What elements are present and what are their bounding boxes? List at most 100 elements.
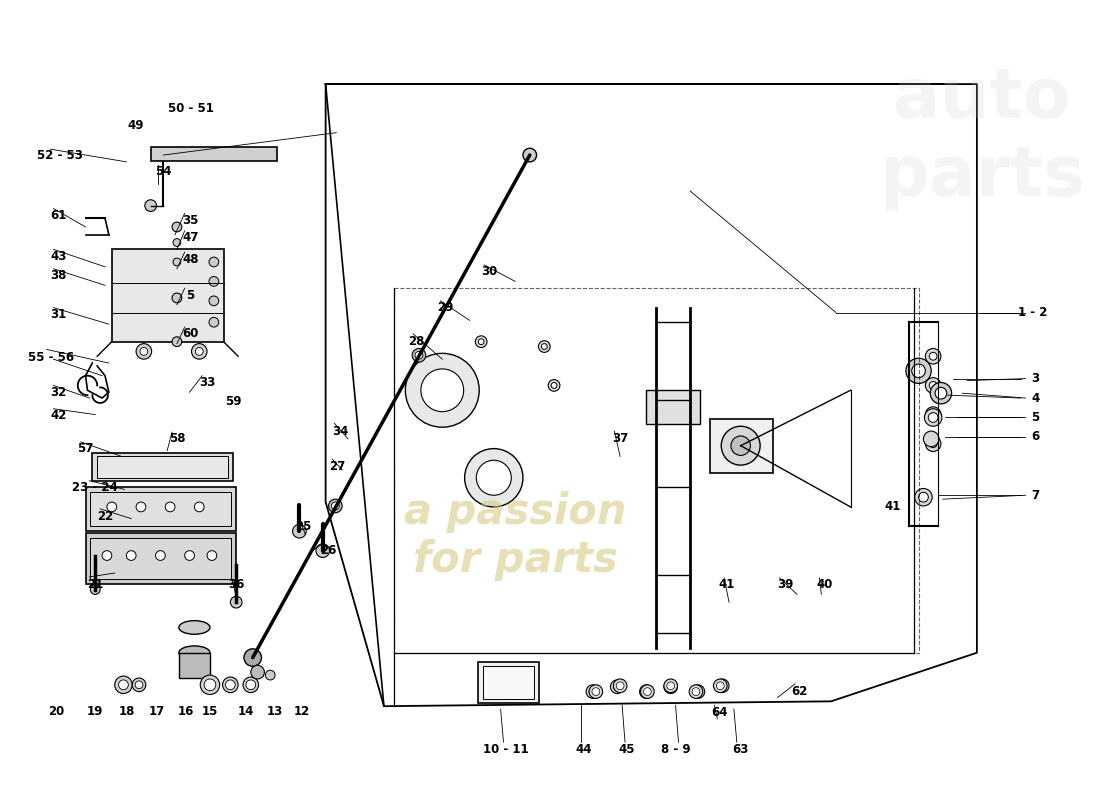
Circle shape <box>639 685 653 698</box>
Text: 28: 28 <box>408 335 425 348</box>
Text: 42: 42 <box>51 409 66 422</box>
Circle shape <box>644 688 651 695</box>
Circle shape <box>331 502 339 510</box>
Text: 64: 64 <box>711 706 727 719</box>
Circle shape <box>412 349 426 362</box>
Circle shape <box>614 679 627 693</box>
Text: 55 - 56: 55 - 56 <box>29 350 75 364</box>
Text: 38: 38 <box>51 269 66 282</box>
Text: 47: 47 <box>183 231 199 244</box>
Bar <box>97 456 229 478</box>
Text: 22: 22 <box>97 510 113 523</box>
Text: 15: 15 <box>201 705 218 718</box>
Text: 49: 49 <box>128 119 144 132</box>
Circle shape <box>918 492 928 502</box>
Circle shape <box>209 277 219 286</box>
Text: 39: 39 <box>778 578 793 591</box>
Text: 5: 5 <box>1031 411 1040 424</box>
Circle shape <box>928 413 938 422</box>
Circle shape <box>691 685 705 698</box>
Circle shape <box>132 678 146 692</box>
Circle shape <box>925 349 940 364</box>
Circle shape <box>539 341 550 352</box>
Text: 23 - 24: 23 - 24 <box>73 481 118 494</box>
Text: 17: 17 <box>148 705 165 718</box>
Circle shape <box>114 676 132 694</box>
Circle shape <box>191 344 207 359</box>
Text: 63: 63 <box>733 743 749 757</box>
Circle shape <box>421 369 464 412</box>
Text: 45: 45 <box>618 743 635 757</box>
Circle shape <box>230 596 242 608</box>
Bar <box>483 666 534 699</box>
Circle shape <box>209 257 219 267</box>
Text: 37: 37 <box>612 432 628 446</box>
Circle shape <box>541 344 548 350</box>
Circle shape <box>925 407 940 422</box>
Circle shape <box>165 502 175 512</box>
Circle shape <box>614 683 622 690</box>
Bar <box>647 390 700 424</box>
Circle shape <box>136 344 152 359</box>
Text: 14: 14 <box>238 705 254 718</box>
Circle shape <box>925 436 940 451</box>
Circle shape <box>207 550 217 560</box>
Circle shape <box>415 351 422 359</box>
Circle shape <box>715 679 729 693</box>
Text: 26: 26 <box>320 544 337 557</box>
Text: 33: 33 <box>199 376 216 389</box>
Circle shape <box>690 685 703 698</box>
Circle shape <box>931 382 952 404</box>
Circle shape <box>226 680 235 690</box>
Circle shape <box>732 436 750 455</box>
Text: 41: 41 <box>719 578 735 591</box>
Circle shape <box>200 675 220 694</box>
Text: 25: 25 <box>295 520 311 533</box>
Text: 13: 13 <box>267 705 283 718</box>
Text: 16: 16 <box>177 705 194 718</box>
Text: 3: 3 <box>1031 372 1040 385</box>
Circle shape <box>925 378 940 393</box>
Circle shape <box>930 382 937 390</box>
Circle shape <box>906 358 932 383</box>
Circle shape <box>924 409 942 426</box>
Ellipse shape <box>179 621 210 634</box>
Circle shape <box>329 499 342 513</box>
Circle shape <box>209 296 219 306</box>
Circle shape <box>716 682 724 690</box>
Bar <box>179 653 210 678</box>
Circle shape <box>915 489 932 506</box>
Text: 59: 59 <box>226 395 242 409</box>
Text: 5: 5 <box>186 289 195 302</box>
Text: 34: 34 <box>332 425 349 438</box>
Bar <box>151 147 277 161</box>
Circle shape <box>590 688 597 695</box>
Circle shape <box>610 680 624 694</box>
Bar <box>90 538 231 579</box>
Circle shape <box>930 410 937 418</box>
Text: 35: 35 <box>183 214 199 226</box>
Text: 57: 57 <box>77 442 94 455</box>
Bar <box>90 492 231 526</box>
Circle shape <box>126 550 136 560</box>
Text: a passion
for parts: a passion for parts <box>404 490 626 582</box>
Circle shape <box>243 677 258 693</box>
Circle shape <box>930 440 937 448</box>
Circle shape <box>522 148 537 162</box>
Bar <box>710 419 773 473</box>
Circle shape <box>551 382 557 388</box>
Circle shape <box>722 426 760 465</box>
Circle shape <box>172 222 182 232</box>
Circle shape <box>244 649 262 666</box>
Text: 10 - 11: 10 - 11 <box>483 743 528 757</box>
Circle shape <box>136 502 146 512</box>
Text: 21: 21 <box>87 578 103 591</box>
Circle shape <box>195 502 205 512</box>
Circle shape <box>667 682 674 690</box>
Circle shape <box>592 688 600 695</box>
Circle shape <box>667 683 674 690</box>
Circle shape <box>405 354 480 427</box>
Text: 62: 62 <box>791 685 807 698</box>
Circle shape <box>694 688 702 695</box>
Circle shape <box>172 293 182 302</box>
